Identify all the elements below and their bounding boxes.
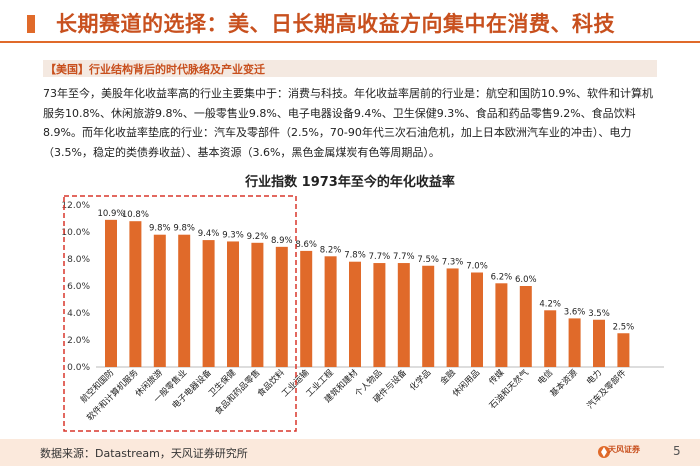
x-category-label: 基本资源 [548,367,580,399]
bar-value-label: 9.3% [222,230,244,240]
y-tick-label: 6.0% [67,282,90,292]
page-number: 5 [673,444,681,458]
bar-value-label: 3.5% [588,309,610,319]
data-source: 数据来源：Datastream，天风证券研究所 [40,447,248,460]
bar-value-label: 10.8% [122,210,149,220]
page-title: 长期赛道的选择：美、日长期高收益方向集中在消费、科技 [56,12,615,36]
bar-value-label: 7.7% [369,252,391,262]
bar [495,283,508,367]
bar-value-label: 3.6% [564,307,586,317]
bar-value-label: 8.9% [271,236,293,246]
bar [373,263,386,367]
brand-name: 天风证券 [608,445,640,454]
bar [153,234,166,367]
x-category-label: 传媒 [487,367,507,387]
subtitle: 【美国】行业结构背后的时代脉络及产业变迁 [45,63,265,76]
bar [202,240,215,367]
body-paragraph: 73年至今，美股年化收益率高的行业主要集中于：消费与科技。年化收益率居前的行业是… [43,87,653,159]
y-tick-label: 10.0% [61,228,90,238]
bar-value-label: 9.8% [173,224,195,234]
bar [422,265,435,367]
title-accent-block [27,15,35,33]
bar-value-label: 7.0% [466,262,488,272]
bar [544,310,557,367]
x-category-label: 休闲用品 [450,367,482,399]
bar-value-label: 2.5% [613,322,635,332]
bar [105,219,117,367]
chart-title: 行业指数 1973年至今的年化收益率 [244,174,455,190]
bar [324,256,337,367]
brand-logo-icon [598,446,610,458]
bar [349,261,361,367]
bar [178,234,191,367]
x-category-label: 电力 [584,367,604,387]
bar-value-label: 8.2% [320,245,342,255]
y-tick-label: 4.0% [67,309,90,319]
bar-value-label: 6.2% [491,272,513,282]
bar [568,318,581,367]
x-category-label: 电信 [536,367,556,387]
footer-bar [0,439,700,466]
x-category-label: 金融 [438,367,458,387]
bar-value-label: 7.7% [393,252,415,262]
bar-chart: 行业指数 1973年至今的年化收益率 0.0% 2.0% 4.0% 6.0% 8.0% 10… [61,174,664,432]
bar-value-label: 9.8% [149,224,171,234]
y-tick-label: 0.0% [67,363,90,373]
bar [397,263,410,367]
subtitle-banner: 【美国】行业结构背后的时代脉络及产业变迁 [43,60,657,77]
bar [471,272,483,367]
y-tick-label: 2.0% [67,336,90,346]
y-tick-label: 8.0% [67,255,90,265]
bar [593,319,605,367]
bar-value-label: 6.0% [515,275,537,285]
title-divider [0,41,700,43]
bar-value-label: 9.4% [198,229,220,239]
bar [251,242,264,367]
y-tick-label: 12.0% [61,201,90,211]
highlight-box [63,195,297,432]
bar [275,246,288,367]
bar-value-label: 7.8% [344,251,366,261]
bar-value-label: 9.2% [247,232,269,242]
bar-value-label: 8.6% [295,240,317,250]
bar-value-label: 4.2% [539,299,561,309]
x-category-label: 化学品 [408,367,434,393]
bar-value-label: 7.5% [417,255,439,265]
bar [300,250,313,367]
bar-value-label: 7.3% [442,257,464,267]
bar [227,241,239,367]
bar [446,268,459,367]
bar-value-label: 10.9% [97,209,124,219]
bar [617,333,630,367]
bar [129,221,142,367]
bar [519,286,532,367]
